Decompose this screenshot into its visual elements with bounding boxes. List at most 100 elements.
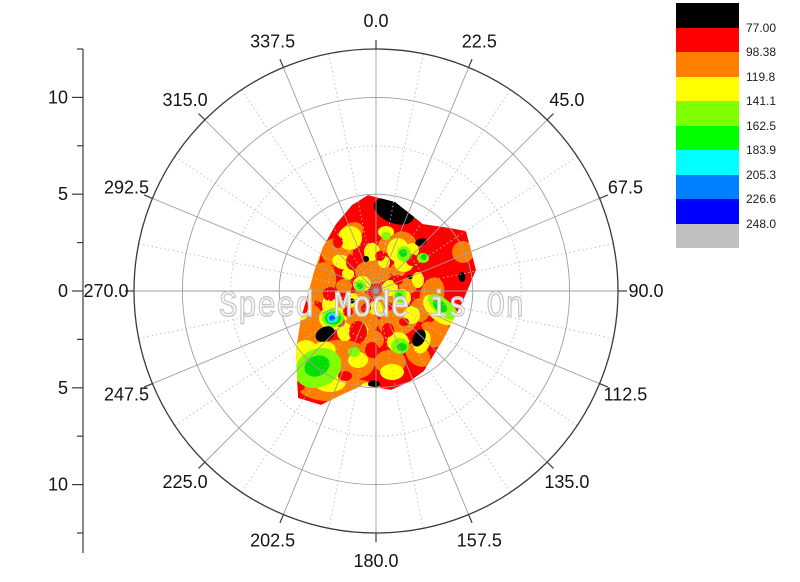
angular-axis-label: 112.5 [604, 384, 648, 404]
radial-axis-label: 5 [58, 378, 68, 398]
contour-patch-red [375, 251, 385, 261]
angular-axis-label: 247.5 [104, 384, 149, 404]
legend-swatch [676, 125, 739, 150]
contour-patch-red [323, 287, 337, 301]
grid-spoke-minor [380, 89, 511, 285]
grid-spoke-major [282, 290, 377, 515]
contour-patch-red [384, 302, 392, 310]
grid-spoke-major [375, 290, 600, 385]
grid-spoke-minor [138, 243, 369, 290]
angular-tick [198, 113, 206, 121]
contour-patch-red [338, 371, 352, 381]
polar-grid [133, 48, 619, 534]
legend-level-label: 141.1 [746, 94, 777, 108]
grid-spoke-minor [241, 297, 372, 493]
grid-spoke-minor [328, 298, 375, 529]
legend-swatch [676, 174, 739, 199]
angular-tick [198, 461, 206, 469]
radial-axis-label: 10 [48, 475, 68, 495]
radial-axis-label: 10 [48, 87, 68, 107]
grid-spoke-major [152, 197, 377, 292]
contour-patch-red [349, 321, 367, 343]
legend-swatch [676, 150, 739, 175]
contour-patch-chartreuse [348, 347, 360, 357]
contour-patch-yellow [412, 272, 424, 288]
contour-patch-red [361, 303, 371, 313]
grid-spoke-minor [174, 156, 370, 287]
radial-axis-label: 5 [58, 184, 68, 204]
contour-patch-chartreuse [381, 232, 391, 240]
contour-patch-orange [336, 279, 352, 293]
angular-axis-label: 45.0 [549, 90, 584, 110]
grid-spoke-major [375, 119, 548, 292]
legend-swatch [676, 27, 739, 52]
grid-spoke-major [204, 119, 377, 292]
legend-level-label: 98.38 [746, 45, 777, 59]
grid-spoke-major [375, 197, 600, 292]
angular-tick [279, 514, 284, 524]
legend-level-label: 162.5 [746, 118, 777, 133]
legend-swatch [676, 76, 739, 101]
contour-patch-red [343, 307, 353, 317]
contour-patch-red [365, 342, 379, 358]
contour-patch-red [399, 318, 409, 326]
contour-patch-green [432, 299, 448, 313]
grid-spoke-minor [382, 156, 578, 287]
contour-patch-black [363, 256, 369, 262]
angular-tick [468, 514, 473, 524]
angular-axis-label: 22.5 [462, 32, 497, 52]
contour-patch-black [368, 380, 380, 388]
contour-patch-green [304, 355, 330, 377]
angular-axis-label: 225.0 [163, 472, 208, 492]
angular-axis-label: 202.5 [250, 530, 295, 550]
legend-swatch [676, 52, 739, 77]
grid-spoke-minor [328, 53, 375, 284]
legend-swatch [676, 223, 739, 248]
legend-level-label: 183.9 [746, 143, 777, 157]
legend-level-label: 248.0 [746, 216, 777, 231]
grid-circle-minor [327, 242, 425, 340]
angular-axis-label: 135.0 [544, 472, 589, 492]
angular-axis-label: 67.5 [608, 178, 643, 198]
contour-patch-black [415, 238, 427, 246]
grid-spoke-minor [383, 292, 614, 339]
grid-spoke-minor [380, 297, 511, 493]
contour-patch-yellow [338, 226, 362, 250]
angular-tick [546, 113, 554, 121]
grid-circle-major [181, 96, 571, 486]
grid-circle-major [278, 193, 474, 389]
grid-spoke-minor [377, 298, 424, 529]
grid-spoke-minor [138, 292, 369, 339]
contour-blob [296, 195, 476, 405]
grid-spoke-major [204, 290, 377, 463]
radial-axis-label: 0 [58, 281, 68, 301]
contour-patch-green [421, 254, 427, 260]
angular-axis-label: 270.0 [83, 281, 128, 301]
contour-patch-black [412, 329, 426, 347]
contour-patch-green [397, 343, 407, 351]
angular-tick [143, 383, 153, 388]
legend-swatch [676, 3, 739, 28]
grid-spoke-minor [377, 53, 424, 284]
angular-axis-label: 157.5 [457, 530, 502, 550]
angular-tick [143, 194, 153, 199]
grid-spoke-major [152, 290, 377, 385]
legend-swatch [676, 199, 739, 224]
angular-axis-label: 180.0 [353, 551, 398, 571]
contour-patch-green [395, 292, 403, 300]
angular-tick [546, 461, 554, 469]
angular-tick [599, 383, 609, 388]
legend-level-label: 77.00 [746, 20, 777, 35]
grid-spoke-major [375, 290, 548, 463]
angular-axis-label: 0.0 [363, 11, 388, 31]
contour-patch-yellow [342, 268, 354, 280]
angular-axis-label: 315.0 [163, 90, 208, 110]
angular-tick [468, 58, 473, 68]
angular-tick [279, 58, 284, 68]
contour-patch-red [346, 254, 358, 270]
grid-spoke-major [375, 290, 470, 515]
angular-axis-label: 292.5 [104, 178, 149, 198]
angular-axis-label: 337.5 [250, 32, 295, 52]
contour-patch-green [399, 249, 407, 257]
